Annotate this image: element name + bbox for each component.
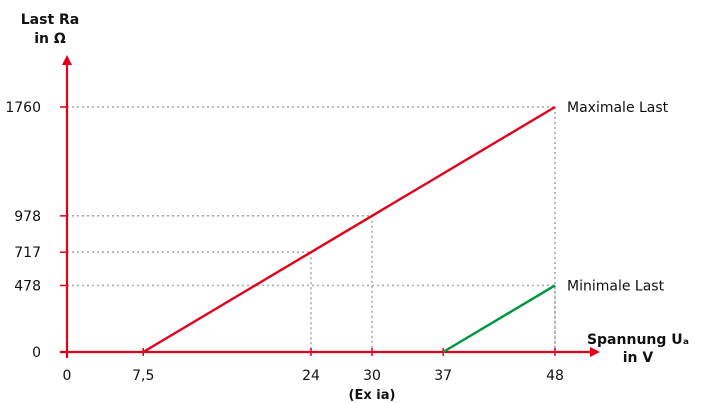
series-line-0 bbox=[142, 105, 556, 354]
axes bbox=[60, 55, 600, 358]
series-label-1: Minimale Last bbox=[567, 278, 665, 294]
y-tick-label: 0 bbox=[32, 345, 41, 361]
y-axis-title: in Ω bbox=[34, 31, 66, 47]
x-tick-label: 24 bbox=[302, 368, 320, 384]
series-line-1 bbox=[442, 284, 556, 354]
labels: Maximale Last Minimale Last 0 7,5 24 30 37 48 (E… bbox=[5, 12, 689, 403]
x-tick-label: 37 bbox=[434, 368, 452, 384]
x-axis-title: Spannung Uₐ bbox=[587, 332, 689, 348]
y-tick-label: 478 bbox=[14, 278, 41, 294]
x-axis-title: in V bbox=[623, 350, 654, 366]
guide-lines bbox=[67, 106, 556, 352]
x-tick-label: 30 bbox=[363, 368, 381, 384]
y-tick-label: 1760 bbox=[5, 100, 41, 116]
series-lines bbox=[142, 105, 556, 354]
y-tick-label: 978 bbox=[14, 209, 41, 225]
y-axis-arrow bbox=[62, 55, 72, 65]
series-label-0: Maximale Last bbox=[567, 100, 669, 116]
x-tick-label: 0 bbox=[63, 368, 72, 384]
x-tick-label: 7,5 bbox=[132, 368, 154, 384]
x-tick-sublabel: (Ex ia) bbox=[349, 388, 396, 403]
y-tick-label: 717 bbox=[14, 245, 41, 261]
x-tick-label: 48 bbox=[546, 368, 564, 384]
x-axis-arrow bbox=[590, 347, 600, 357]
y-axis-title: Last Ra bbox=[21, 12, 80, 28]
